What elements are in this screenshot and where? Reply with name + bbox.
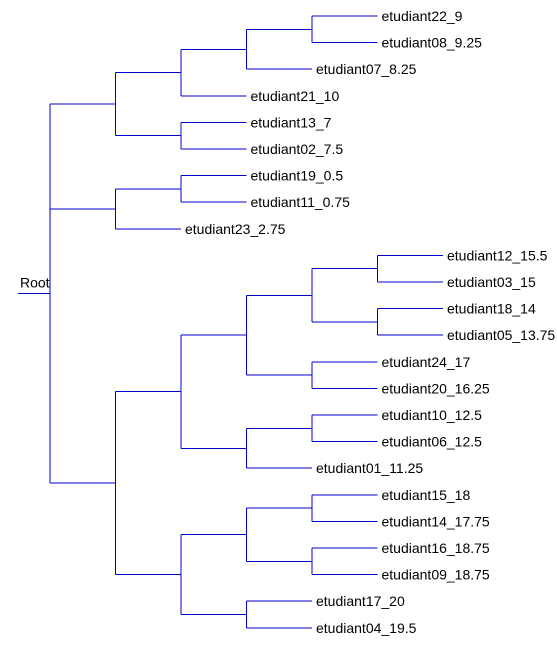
leaf-label: etudiant09_18.75 [382,567,490,583]
leaf-label: etudiant01_11.25 [316,460,423,476]
leaf-label: etudiant02_7.5 [251,141,344,157]
leaf-label: etudiant21_10 [251,88,340,104]
leaf-label: etudiant20_16.25 [382,380,490,396]
leaf-label: etudiant15_18 [382,487,471,503]
leaf-label: etudiant17_20 [316,593,405,609]
leaf-label: etudiant16_18.75 [382,540,490,556]
leaf-label: etudiant04_19.5 [316,620,417,636]
leaf-label: etudiant11_0.75 [251,194,351,210]
leaf-label: etudiant05_13.75 [447,327,555,343]
leaf-label: etudiant22_9 [382,8,463,24]
leaf-label: etudiant03_15 [447,274,536,290]
leaf-label: etudiant24_17 [382,354,471,370]
leaf-label: etudiant13_7 [251,114,332,130]
leaf-label: etudiant10_12.5 [382,407,483,423]
leaf-label: etudiant08_9.25 [382,35,483,51]
dendrogram-labels: Root etudiant22_9 etudiant08_9.25 etudiant… [20,8,555,636]
leaf-label: etudiant18_14 [447,301,536,317]
leaf-label: etudiant12_15.5 [447,247,548,263]
dendrogram-edges [18,15,443,629]
root-label: Root [20,275,50,291]
leaf-label: etudiant23_2.75 [185,221,286,237]
leaf-label: etudiant14_17.75 [382,513,490,529]
leaf-label: etudiant19_0.5 [251,168,344,184]
leaf-label: etudiant07_8.25 [316,61,417,77]
leaf-label: etudiant06_12.5 [382,434,483,450]
